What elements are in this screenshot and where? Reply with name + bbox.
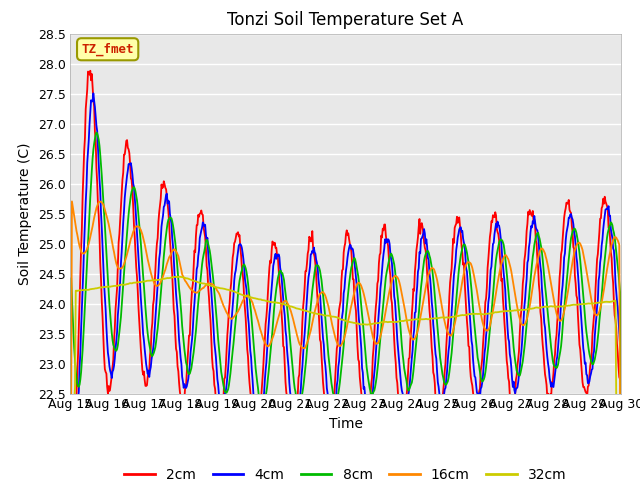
Text: TZ_fmet: TZ_fmet <box>81 43 134 56</box>
4cm <box>617 348 625 354</box>
2cm <box>617 374 625 380</box>
4cm <box>67 382 74 387</box>
4cm <box>134 254 142 260</box>
16cm <box>617 396 625 402</box>
4cm <box>414 269 422 275</box>
Line: 32cm: 32cm <box>70 277 621 399</box>
2cm <box>413 241 421 247</box>
2cm <box>86 68 94 73</box>
8cm <box>429 276 437 281</box>
8cm <box>219 379 227 385</box>
16cm <box>77 249 85 254</box>
32cm <box>133 279 141 285</box>
8cm <box>67 396 74 402</box>
4cm <box>220 396 227 402</box>
2cm <box>190 264 198 270</box>
16cm <box>190 289 198 295</box>
16cm <box>134 224 141 229</box>
32cm <box>429 315 437 321</box>
8cm <box>413 330 421 336</box>
16cm <box>67 396 74 402</box>
2cm <box>219 396 227 402</box>
Line: 16cm: 16cm <box>70 202 621 399</box>
4cm <box>90 90 97 96</box>
8cm <box>77 376 84 382</box>
32cm <box>413 316 421 322</box>
8cm <box>617 396 625 402</box>
8cm <box>134 204 141 210</box>
32cm <box>190 278 198 284</box>
2cm <box>134 288 141 294</box>
32cm <box>67 396 74 402</box>
4cm <box>77 325 85 331</box>
32cm <box>77 288 84 293</box>
X-axis label: Time: Time <box>328 417 363 431</box>
16cm <box>429 266 437 272</box>
Title: Tonzi Soil Temperature Set A: Tonzi Soil Temperature Set A <box>227 11 464 29</box>
Line: 2cm: 2cm <box>70 71 621 399</box>
16cm <box>413 330 421 336</box>
2cm <box>77 272 84 278</box>
16cm <box>68 199 76 204</box>
16cm <box>219 300 227 306</box>
8cm <box>93 130 100 135</box>
8cm <box>190 349 198 355</box>
4cm <box>68 396 76 402</box>
32cm <box>617 396 625 402</box>
32cm <box>175 274 183 280</box>
2cm <box>429 370 437 375</box>
4cm <box>191 301 198 307</box>
Legend: 2cm, 4cm, 8cm, 16cm, 32cm: 2cm, 4cm, 8cm, 16cm, 32cm <box>119 462 572 480</box>
Line: 8cm: 8cm <box>70 132 621 399</box>
4cm <box>430 330 438 336</box>
Y-axis label: Soil Temperature (C): Soil Temperature (C) <box>18 143 32 285</box>
Line: 4cm: 4cm <box>70 93 621 399</box>
32cm <box>219 286 227 291</box>
2cm <box>67 396 74 402</box>
